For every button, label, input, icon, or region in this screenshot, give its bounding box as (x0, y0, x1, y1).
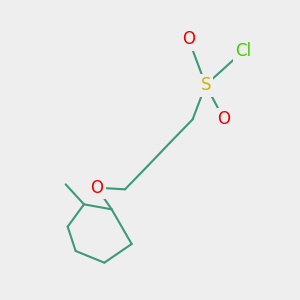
Text: O: O (182, 30, 195, 48)
Text: Cl: Cl (235, 42, 251, 60)
Text: S: S (200, 76, 211, 94)
Text: O: O (90, 179, 103, 197)
Text: O: O (218, 110, 230, 128)
